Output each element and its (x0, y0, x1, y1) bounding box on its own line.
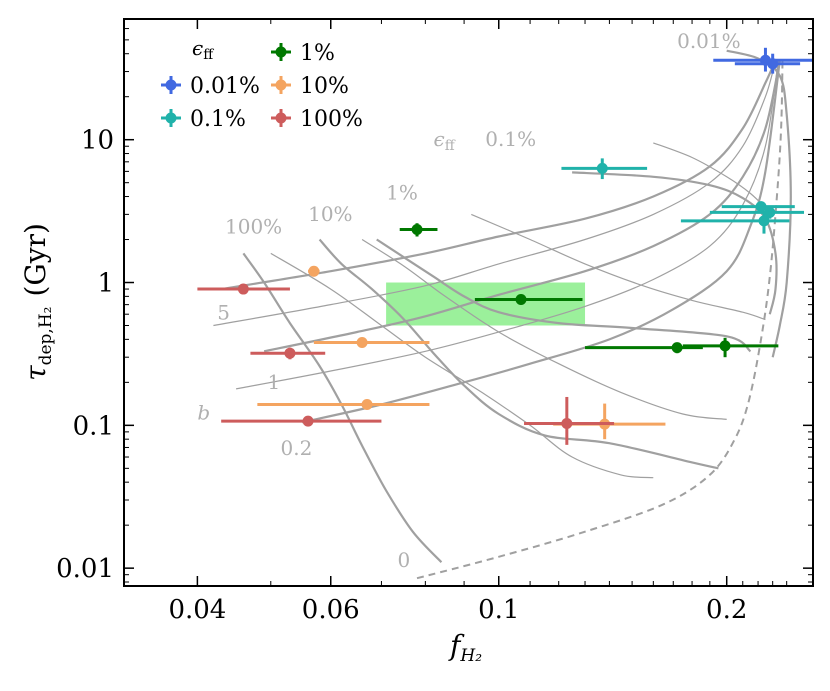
series-0.01pct (713, 47, 813, 74)
legend-label: 0.1% (190, 107, 246, 132)
data-point (596, 162, 608, 174)
thin-track-0 (270, 252, 654, 479)
legend-entry-0.01pct: 0.01% (161, 74, 260, 99)
legend-title: ϵ (192, 36, 203, 60)
annotation-1: ϵff (434, 127, 456, 154)
thin-track-3 (653, 142, 771, 213)
annotation-2: 0.1% (485, 127, 536, 151)
annotation-6: 5 (217, 301, 230, 325)
plot-frame (123, 18, 814, 587)
data-point (237, 283, 249, 295)
eff-track-0.1pct (572, 171, 778, 315)
b-track-1 (263, 59, 781, 353)
legend-entry-10pct: 10% (271, 74, 349, 99)
thin-track-4 (213, 60, 777, 327)
annotation-10: 0 (398, 548, 411, 572)
series-0.1pct (561, 158, 805, 234)
data-point (719, 340, 731, 352)
data-points (197, 47, 813, 445)
series-100pct (197, 283, 615, 445)
legend-entry-100pct: 100% (271, 107, 363, 132)
legend: ϵff 0.01% 0.1% 1% 10% 100% (161, 36, 363, 132)
y-axis-title: τdep,H₂ (Gyr) (19, 223, 56, 381)
legend-entry-1pct: 1% (271, 41, 335, 66)
y-axis-label: τ (19, 365, 52, 381)
legend-marker-dot (275, 46, 287, 58)
annotation-7: 1 (268, 370, 281, 394)
legend-marker-dot (275, 79, 287, 91)
y-tick-label: 1 (97, 269, 114, 299)
data-point (764, 206, 776, 218)
data-point (361, 398, 373, 410)
y-tick-label: 0.01 (56, 554, 114, 584)
legend-marker-dot (275, 112, 287, 124)
y-tick-label: 0.1 (73, 411, 114, 441)
data-point (755, 201, 767, 213)
legend-label: 10% (300, 74, 349, 99)
annotation-9: 0.2 (281, 436, 313, 460)
b-track-5 (221, 59, 777, 291)
data-point (284, 347, 296, 359)
data-point (515, 294, 527, 306)
legend-label: 1% (300, 41, 335, 66)
legend-label: 100% (300, 107, 363, 132)
y-axis-label-sub: dep,H₂ (36, 307, 56, 366)
data-point (758, 215, 770, 227)
x-tick-label: 0.1 (478, 595, 519, 625)
legend-entry-0.1pct: 0.1% (161, 107, 246, 132)
y-axis-unit: (Gyr) (19, 223, 52, 296)
eff-track-1pct (376, 238, 752, 353)
legend-marker-dot (165, 79, 177, 91)
annotation-4: 10% (308, 202, 352, 226)
annotation-3: 1% (386, 181, 418, 205)
x-tick-label: 0.06 (302, 595, 360, 625)
annotation-0: 0.01% (677, 29, 741, 53)
legend-label: 0.01% (190, 74, 260, 99)
x-tick-label: 0.04 (168, 595, 226, 625)
series-1pct (399, 223, 779, 358)
data-point (411, 224, 423, 236)
b-track-0.2 (301, 60, 781, 424)
y-tick-label: 10 (81, 126, 114, 156)
annotation-5: 100% (225, 215, 282, 239)
svg-text:τdep,H₂(Gyr): τdep,H₂ (Gyr) (19, 223, 56, 381)
svg-text:ϵff: ϵff (192, 36, 214, 63)
series-10pct (257, 265, 666, 440)
legend-marker-dot (165, 112, 177, 124)
b-track-0 (416, 60, 784, 580)
x-tick-label: 0.2 (706, 595, 747, 625)
x-axis-label-sub: H₂ (459, 646, 482, 666)
annotation-8: b (197, 400, 210, 424)
thin-track-1 (361, 238, 727, 420)
data-point (356, 337, 368, 349)
data-point (308, 265, 320, 277)
x-ticks: 0.04 0.06 0.1 0.2 (168, 19, 788, 625)
data-point (671, 342, 683, 354)
data-point (767, 58, 779, 70)
thin-track-5 (235, 60, 779, 390)
annotation-sub: ff (445, 138, 456, 154)
legend-title-sub: ff (203, 47, 214, 63)
eff-track-10pct (318, 238, 719, 470)
data-point (561, 418, 573, 430)
data-point (302, 415, 314, 427)
annotation-main: ϵ (434, 127, 445, 151)
thin-track-2 (471, 213, 766, 321)
